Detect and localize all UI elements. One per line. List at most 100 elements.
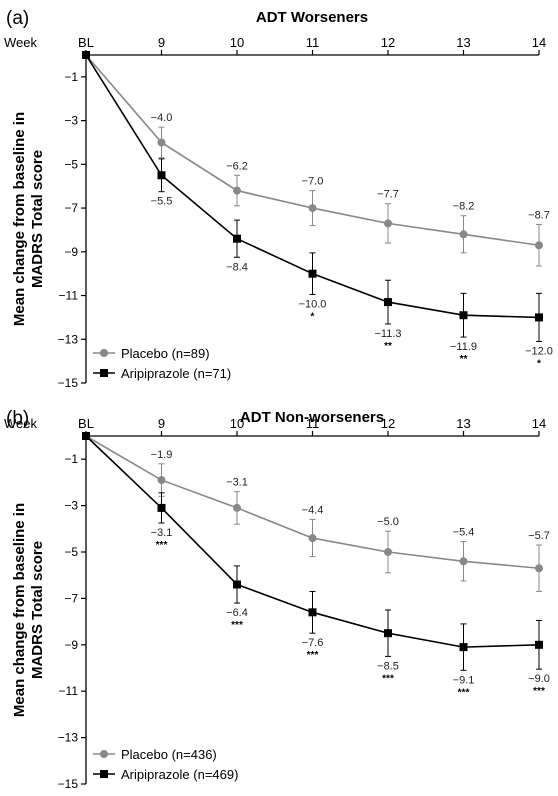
data-label: −12.0 — [525, 345, 553, 357]
y-tick-label: −1 — [64, 452, 78, 466]
y-tick-label: −7 — [64, 201, 78, 215]
data-point — [535, 640, 543, 649]
legend-marker — [100, 349, 108, 357]
legend-marker — [100, 770, 108, 778]
data-point — [384, 219, 392, 228]
data-point — [459, 230, 468, 239]
data-label: −6.4 — [226, 607, 248, 619]
y-axis-label-line: MADRS Total score — [29, 150, 46, 288]
data-point — [308, 608, 317, 617]
y-tick-label: −9 — [64, 245, 78, 259]
data-point — [535, 564, 543, 573]
panel-label: (a) — [6, 8, 29, 29]
data-label: −8.4 — [226, 261, 248, 273]
legend-label: Aripiprazole (n=469) — [121, 767, 238, 782]
week-label: Week — [4, 35, 37, 50]
y-axis-label: Mean change from baseline in MADRS Total … — [11, 112, 46, 326]
data-point — [233, 580, 241, 589]
significance-marker: *** — [156, 540, 168, 551]
data-point — [535, 241, 543, 250]
data-label: −11.3 — [374, 328, 401, 340]
y-tick-label: −1 — [64, 70, 78, 84]
data-point — [233, 186, 241, 195]
legend-label: Aripiprazole (n=71) — [121, 366, 231, 381]
significance-marker: *** — [231, 620, 243, 631]
significance-marker: *** — [382, 673, 394, 684]
data-point — [233, 234, 241, 243]
data-label: −1.9 — [151, 449, 173, 461]
data-label: −4.4 — [302, 505, 324, 517]
data-label: −4.0 — [151, 112, 173, 124]
data-label: −9.1 — [453, 674, 475, 686]
data-label: −9.0 — [528, 673, 550, 685]
y-tick-label: −13 — [58, 332, 79, 346]
y-axis-label: Mean change from baseline in MADRS Total … — [11, 503, 46, 717]
y-tick-label: −3 — [64, 499, 78, 513]
data-point — [157, 138, 166, 147]
data-label: −7.7 — [377, 189, 399, 201]
y-tick-label: −15 — [58, 777, 79, 791]
y-tick-label: −3 — [64, 114, 78, 128]
y-tick-label: −11 — [59, 289, 79, 303]
data-label: −6.2 — [226, 160, 248, 172]
data-label: −3.1 — [151, 527, 173, 539]
x-tick-label: BL — [78, 416, 94, 431]
x-tick-label: 13 — [456, 416, 470, 431]
data-point — [384, 548, 392, 556]
legend-marker — [100, 750, 108, 758]
data-point — [308, 534, 317, 543]
legend-label: Placebo (n=436) — [121, 747, 217, 762]
data-label: −10.0 — [299, 298, 327, 310]
data-point — [384, 629, 392, 638]
x-tick-label: 11 — [306, 35, 320, 50]
data-label: −5.7 — [528, 530, 550, 542]
x-tick-label: 9 — [158, 416, 165, 431]
chart-title: ADT Worseners — [256, 9, 368, 26]
x-tick-label: 11 — [306, 416, 320, 431]
x-tick-label: 9 — [158, 35, 165, 50]
data-label: −3.1 — [226, 477, 248, 489]
data-point — [82, 51, 90, 59]
x-tick-label: 14 — [532, 35, 546, 50]
y-tick-label: −5 — [64, 157, 78, 171]
data-label: −11.9 — [450, 341, 477, 353]
y-tick-label: −5 — [64, 545, 78, 559]
significance-marker: ** — [384, 341, 392, 352]
x-tick-label: 10 — [230, 416, 244, 431]
significance-marker: *** — [458, 687, 470, 698]
x-tick-label: BL — [78, 35, 94, 50]
data-point — [233, 503, 241, 512]
chart-title: ADT Non-worseners — [240, 409, 384, 426]
x-tick-label: 14 — [532, 416, 546, 431]
week-label: Week — [4, 416, 37, 431]
significance-marker: *** — [307, 650, 319, 661]
data-point — [157, 171, 166, 180]
x-tick-label: 10 — [230, 35, 244, 50]
data-label: −8.2 — [453, 201, 475, 213]
data-label: −7.6 — [302, 637, 324, 649]
significance-marker: * — [311, 311, 315, 322]
y-axis-label-line: MADRS Total score — [29, 541, 46, 679]
data-point — [157, 476, 166, 485]
data-point — [157, 503, 166, 512]
y-tick-label: −7 — [64, 591, 78, 605]
panel-label: (b) — [6, 408, 29, 429]
y-axis-label-line: Mean change from baseline in — [11, 112, 28, 326]
significance-marker: ** — [460, 354, 468, 365]
y-tick-label: −11 — [59, 684, 79, 698]
y-tick-label: −15 — [58, 376, 79, 390]
x-tick-label: 12 — [381, 35, 395, 50]
data-point — [535, 313, 543, 322]
data-label: −5.0 — [377, 516, 399, 528]
data-label: −5.5 — [151, 196, 173, 208]
y-tick-label: −9 — [64, 638, 78, 652]
x-tick-label: 13 — [456, 35, 470, 50]
y-tick-label: −13 — [58, 731, 79, 745]
significance-marker: * — [537, 358, 541, 369]
data-point — [384, 298, 392, 307]
data-label: −7.0 — [302, 176, 324, 188]
legend-marker — [100, 369, 108, 377]
data-point — [459, 311, 468, 320]
data-point — [82, 432, 90, 440]
